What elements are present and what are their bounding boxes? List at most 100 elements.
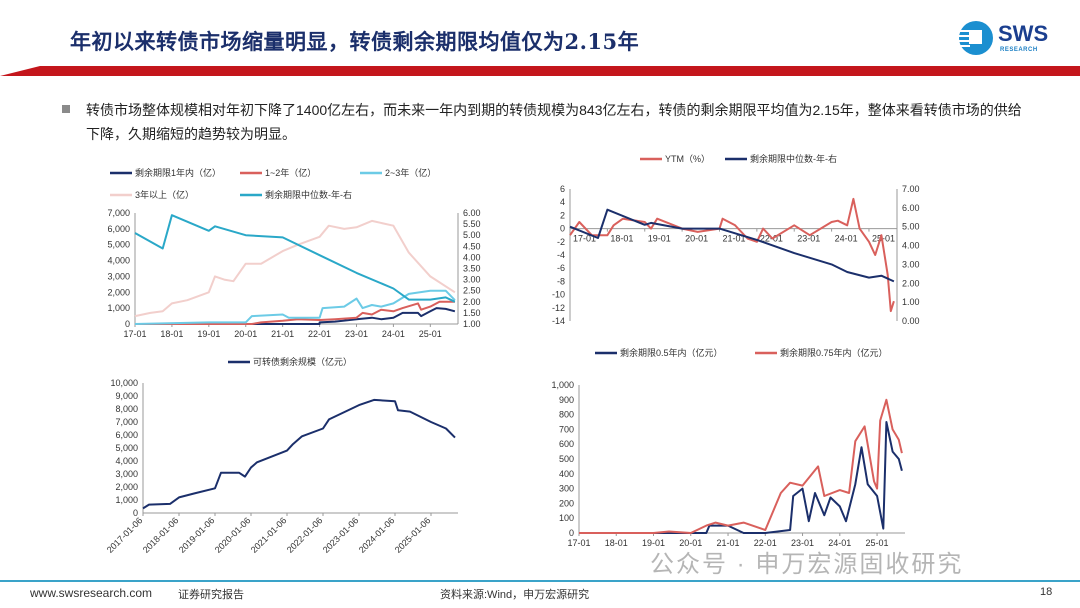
- y-tick-label: 2,000: [107, 287, 130, 297]
- y-tick-label: 600: [559, 439, 574, 449]
- page-number: 18: [1040, 586, 1053, 598]
- x-tick-label: 23-01: [797, 234, 820, 244]
- footer-source: 资料来源:Wind，申万宏源研究: [440, 589, 590, 601]
- x-tick-label: 2022-01-06: [285, 515, 325, 555]
- y-tick-label: 3,000: [115, 469, 138, 479]
- y2-tick-label: 6.00: [902, 203, 920, 213]
- x-tick-label: 20-01: [234, 329, 257, 339]
- y-tick-label: 0: [125, 319, 130, 329]
- footer-divider: [0, 580, 1080, 582]
- x-tick-label: 23-01: [345, 329, 368, 339]
- series-line: [579, 421, 903, 534]
- series-line: [134, 289, 456, 325]
- y-tick-label: 100: [559, 513, 574, 523]
- x-tick-label: 2018-01-06: [141, 515, 181, 555]
- x-tick-label: 2024-01-06: [357, 515, 397, 555]
- header-accent-bar: [0, 66, 1080, 76]
- y-tick-label: 1,000: [551, 380, 574, 390]
- x-tick-label: 2019-01-06: [177, 515, 217, 555]
- y2-tick-label: 2.00: [902, 278, 920, 288]
- y-tick-label: 300: [559, 484, 574, 494]
- x-tick-label: 21-01: [271, 329, 294, 339]
- y2-tick-label: 3.00: [902, 259, 920, 269]
- y-tick-label: 10,000: [110, 378, 138, 388]
- y-tick-label: 4,000: [115, 456, 138, 466]
- x-tick-label: 2025-01-06: [393, 515, 433, 555]
- x-tick-label: 2017-01-06: [105, 515, 145, 555]
- x-tick-label: 20-01: [685, 234, 708, 244]
- y-tick-label: -8: [557, 276, 565, 286]
- y-tick-label: 0: [569, 528, 574, 538]
- x-tick-label: 21-01: [722, 234, 745, 244]
- x-tick-label: 17-01: [573, 234, 596, 244]
- y-tick-label: 700: [559, 424, 574, 434]
- footer-website: www.swsresearch.com: [30, 586, 153, 600]
- y2-tick-label: 5.00: [902, 222, 920, 232]
- legend-label: 可转债剩余规模（亿元）: [253, 356, 352, 367]
- x-tick-label: 17-01: [123, 329, 146, 339]
- y2-tick-label: 0.00: [902, 316, 920, 326]
- legend-label: 剩余期限中位数-年-右: [750, 153, 837, 164]
- legend-label: 剩余期限中位数-年-右: [265, 189, 352, 200]
- y-tick-label: -10: [552, 290, 565, 300]
- y-tick-label: 4: [560, 197, 565, 207]
- x-tick-label: 23-01: [791, 538, 814, 548]
- x-tick-label: 19-01: [642, 538, 665, 548]
- y-tick-label: 500: [559, 454, 574, 464]
- x-tick-label: 19-01: [648, 234, 671, 244]
- y2-tick-label: 1.00: [902, 297, 920, 307]
- y-tick-label: -4: [557, 250, 565, 260]
- legend-label: YTM（%）: [665, 154, 710, 164]
- legend-label: 2~3年（亿）: [385, 167, 436, 178]
- y-tick-label: 400: [559, 469, 574, 479]
- y-tick-label: 2,000: [115, 482, 138, 492]
- y-tick-label: 7,000: [107, 208, 130, 218]
- series-line: [142, 398, 456, 510]
- series-line: [134, 219, 456, 318]
- y-tick-label: 5,000: [115, 443, 138, 453]
- legend-label: 剩余期限0.5年内（亿元）: [620, 347, 723, 358]
- series-line: [135, 307, 456, 325]
- y-tick-label: 2: [560, 210, 565, 220]
- y-tick-label: -12: [552, 303, 565, 313]
- x-tick-label: 21-01: [717, 538, 740, 548]
- y2-tick-label: 4.50: [463, 241, 481, 251]
- series-line: [134, 214, 456, 303]
- y2-tick-label: 2.50: [463, 286, 481, 296]
- x-tick-label: 17-01: [567, 538, 590, 548]
- legend-label: 剩余期限1年内（亿）: [135, 167, 221, 178]
- y-tick-label: 3,000: [107, 271, 130, 281]
- y2-tick-label: 1.00: [463, 319, 481, 329]
- watermark: 公众号 · 申万宏源固收研究: [650, 551, 964, 578]
- y-tick-label: 0: [133, 508, 138, 518]
- y2-tick-label: 6.00: [463, 208, 481, 218]
- x-tick-label: 2021-01-06: [249, 515, 289, 555]
- legend-label: 3年以上（亿）: [135, 189, 194, 200]
- y-tick-label: 5,000: [107, 240, 130, 250]
- y-tick-label: 1,000: [115, 495, 138, 505]
- y2-tick-label: 2.00: [463, 297, 481, 307]
- y2-tick-label: 4.00: [902, 241, 920, 251]
- series-line: [569, 208, 895, 283]
- y-tick-label: 800: [559, 410, 574, 420]
- footer-report-type: 证券研究报告: [178, 589, 244, 601]
- series-line: [569, 197, 895, 313]
- x-tick-label: 19-01: [197, 329, 220, 339]
- y2-tick-label: 5.00: [463, 230, 481, 240]
- y2-tick-label: 3.50: [463, 264, 481, 274]
- y-tick-label: 900: [559, 395, 574, 405]
- series-line: [135, 300, 455, 325]
- y2-tick-label: 1.50: [463, 308, 481, 318]
- y-tick-label: 7,000: [115, 417, 138, 427]
- y-tick-label: 6: [560, 184, 565, 194]
- y2-tick-label: 5.50: [463, 219, 481, 229]
- logo-text: SWS: [998, 21, 1049, 46]
- logo-subtext: RESEARCH: [1000, 47, 1038, 53]
- x-tick-label: 22-01: [754, 538, 777, 548]
- y-tick-label: 200: [559, 498, 574, 508]
- y-tick-label: -2: [557, 237, 565, 247]
- y2-tick-label: 3.00: [463, 275, 481, 285]
- y2-tick-label: 4.00: [463, 252, 481, 262]
- x-tick-label: 18-01: [605, 538, 628, 548]
